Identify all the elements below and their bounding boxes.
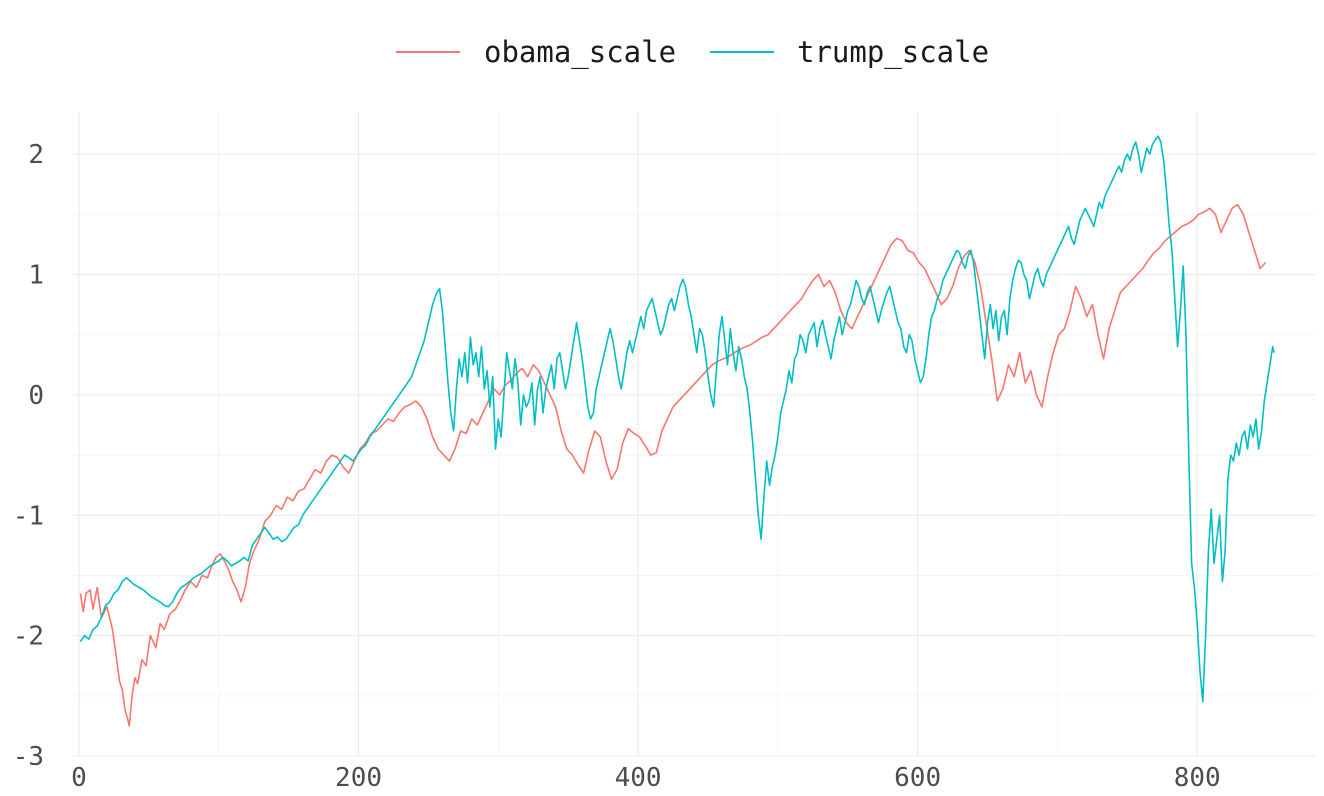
legend: obama_scale trump_scale xyxy=(396,35,989,70)
axis-ticks: 0 200 400 600 800 -3 -2 -1 0 1 2 xyxy=(13,140,1221,793)
x-tick-label: 600 xyxy=(894,763,941,793)
y-tick-label: -1 xyxy=(13,501,44,531)
series-line-trump-scale xyxy=(79,135,1275,703)
y-tick-label: 1 xyxy=(28,261,44,291)
x-tick-label: 800 xyxy=(1174,763,1221,793)
y-tick-label: 0 xyxy=(28,381,44,411)
x-tick-label: 200 xyxy=(335,763,382,793)
series-line-obama-scale xyxy=(79,203,1267,727)
legend-label-obama-scale: obama_scale xyxy=(484,35,676,70)
y-tick-label: 2 xyxy=(28,140,44,170)
y-tick-label: -2 xyxy=(13,622,44,652)
x-tick-label: 400 xyxy=(615,763,662,793)
y-tick-label: -3 xyxy=(13,742,44,772)
grid-lines xyxy=(72,112,1316,757)
series-lines xyxy=(79,135,1275,727)
legend-label-trump-scale: trump_scale xyxy=(797,35,989,70)
x-tick-label: 0 xyxy=(71,763,87,793)
